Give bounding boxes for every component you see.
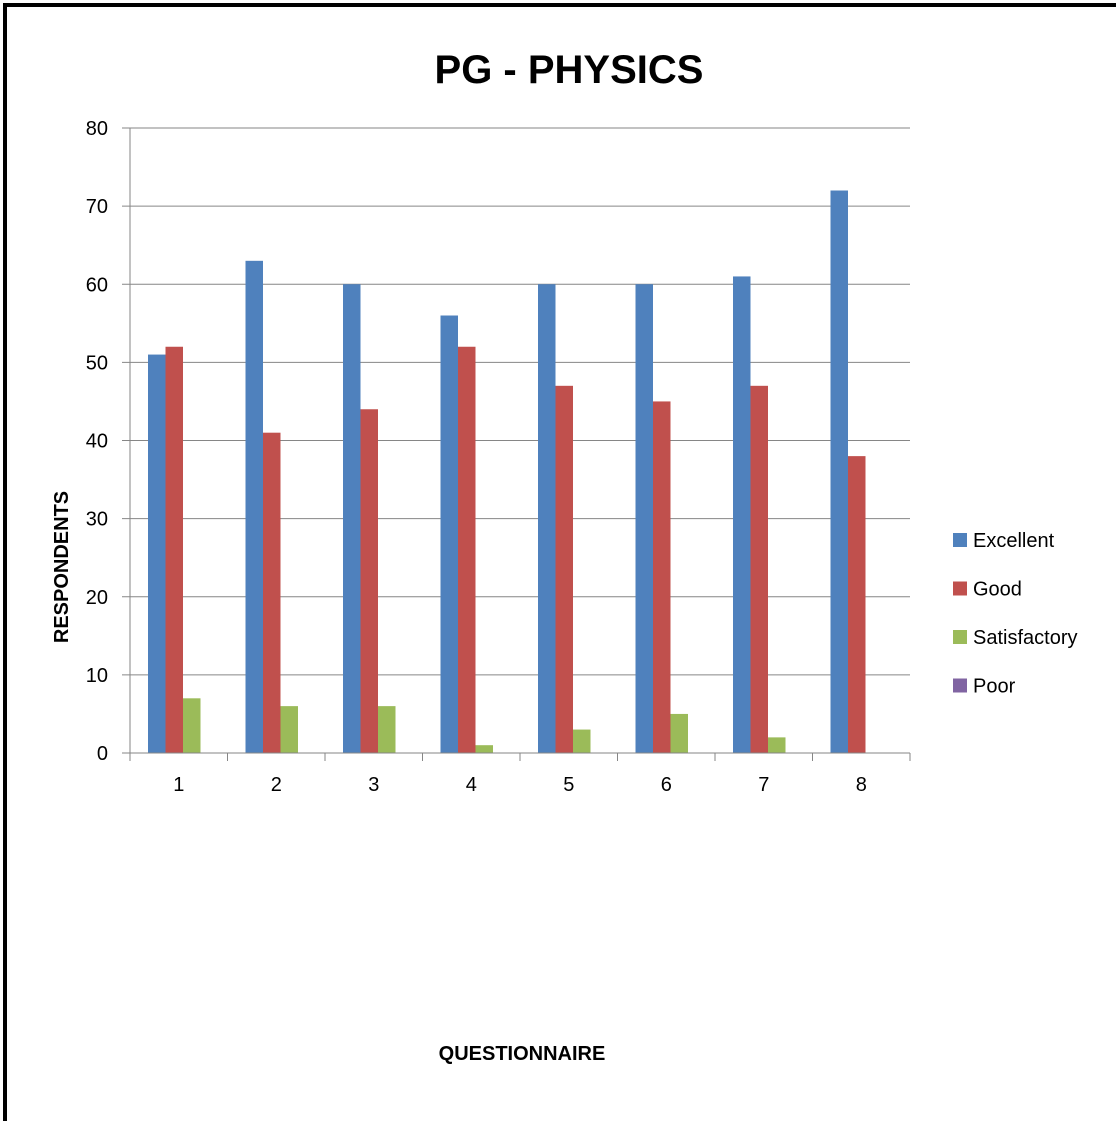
bar: [245, 260, 263, 753]
y-tick-label: 70: [86, 196, 108, 218]
y-tick-label: 10: [86, 665, 108, 687]
bar: [458, 346, 476, 753]
x-tick-label: 8: [856, 774, 867, 796]
bar: [768, 737, 786, 753]
y-tick-label: 50: [86, 352, 108, 374]
legend-swatch: [953, 630, 967, 644]
legend-swatch: [953, 581, 967, 596]
bar: [848, 456, 866, 753]
bar: [830, 190, 848, 753]
bar: [148, 354, 166, 753]
legend-label: Poor: [973, 676, 1016, 698]
legend-label: Good: [973, 579, 1022, 601]
x-tick-label: 4: [466, 774, 477, 796]
y-tick-label: 20: [86, 587, 108, 609]
bar: [750, 385, 768, 753]
legend-label: Satisfactory: [973, 627, 1077, 649]
chart-title: PG - PHYSICS: [435, 48, 704, 92]
bar: [280, 706, 298, 753]
bar: [635, 284, 653, 753]
bar: [440, 315, 458, 753]
legend-swatch: [953, 533, 967, 547]
bar: [538, 284, 556, 753]
y-tick-labels: 0 10 20 30 40 50 60 70 80: [86, 118, 108, 765]
x-axis-label: QUESTIONNAIRE: [439, 1043, 606, 1065]
bar: [733, 276, 751, 753]
y-tick-label: 30: [86, 509, 108, 531]
bar: [165, 346, 183, 753]
x-tick-label: 7: [758, 774, 769, 796]
x-tick-labels: 1 2 3 4 5 6 7 8: [173, 774, 867, 796]
x-tick-label: 2: [271, 774, 282, 796]
legend-swatch: [953, 678, 967, 693]
bar: [670, 713, 688, 753]
bar: [263, 432, 281, 753]
x-tick-label: 1: [173, 774, 184, 796]
y-axis-label: RESPONDENTS: [51, 491, 73, 643]
bar: [378, 706, 396, 753]
x-tick-label: 5: [563, 774, 574, 796]
bar: [183, 698, 201, 753]
bar: [360, 409, 378, 753]
x-tick-label: 3: [368, 774, 379, 796]
bar: [555, 385, 573, 753]
y-tick-label: 40: [86, 431, 108, 453]
legend: Excellent Good Satisfactory Poor: [953, 530, 1077, 698]
bars: [148, 190, 866, 753]
legend-label: Excellent: [973, 530, 1055, 552]
y-tick-label: 0: [97, 743, 108, 765]
bar: [475, 745, 493, 753]
bar: [573, 729, 591, 753]
y-tick-label: 80: [86, 118, 108, 140]
bar: [343, 284, 361, 753]
axes: [129, 128, 911, 761]
bar: [653, 401, 671, 753]
x-tick-label: 6: [661, 774, 672, 796]
y-tick-label: 60: [86, 274, 108, 296]
